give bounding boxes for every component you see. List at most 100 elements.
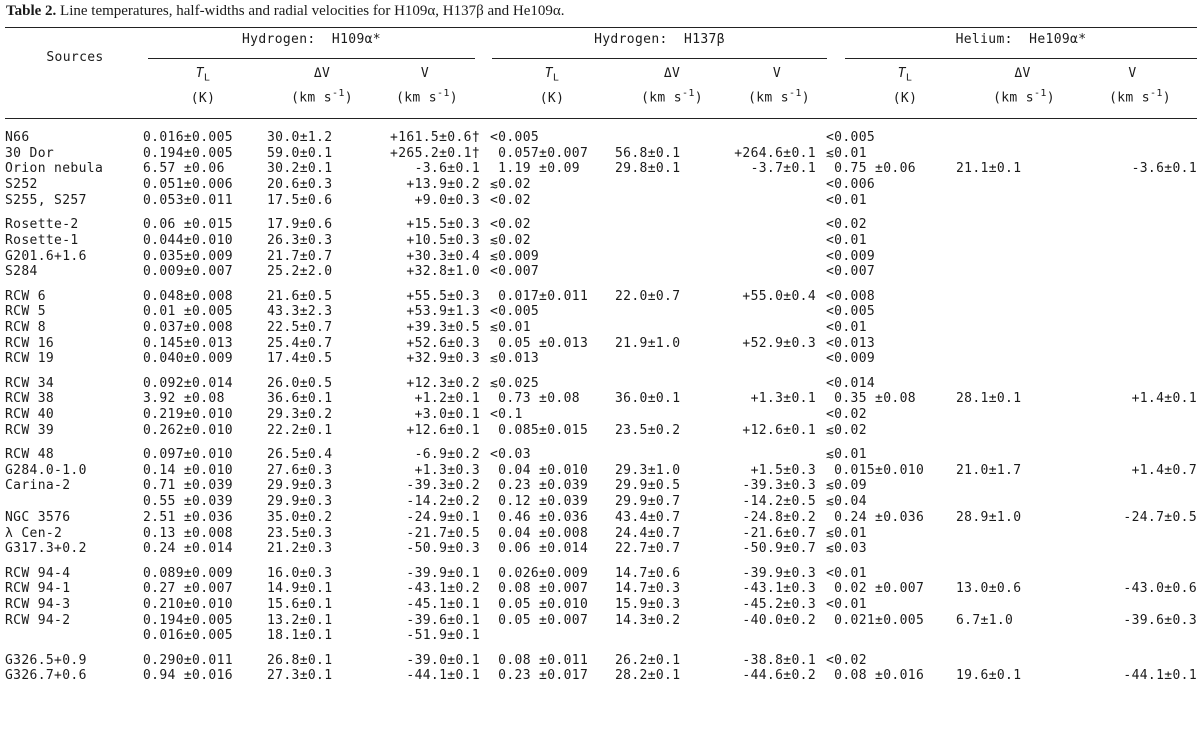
cell-he109-v (1061, 177, 1197, 193)
cell-h109-tl: 0.035±0.009 (143, 248, 233, 264)
cell-he109-v: -44.1±0.1 (1123, 668, 1197, 684)
cell-h109-dv: 35.0±0.2 (267, 509, 333, 525)
cell-h137-dv: 23.5±0.2 (615, 422, 681, 438)
cell-h109-tl: 0.016±0.005 (143, 628, 233, 644)
cell-h137-tl: <0.02 (490, 192, 531, 208)
cell-h137-dv (615, 351, 720, 367)
cell-h109-dv: 29.9±0.3 (267, 478, 333, 494)
cell-source: RCW 40 (5, 407, 55, 423)
cell-h137-v: -39.9±0.3 (742, 565, 816, 581)
col-header-dv: ΔV (1014, 66, 1031, 81)
cell-h137-tl: ≲0.02 (490, 232, 531, 248)
col-header-v: V (420, 66, 430, 81)
cell-h137-dv (615, 304, 720, 320)
cell-h137-dv: 14.3±0.2 (615, 612, 681, 628)
cell-h137-dv (615, 233, 720, 249)
group-separator (5, 280, 1197, 289)
cell-he109-dv (956, 193, 1061, 209)
cell-h109-tl: 2.51 ±0.036 (143, 509, 233, 525)
cell-h109-v: -51.9±0.1 (406, 628, 480, 644)
cell-he109-tl: ≲0.09 (826, 478, 867, 494)
cell-source: G284.0-1.0 (5, 462, 87, 478)
cell-h109-dv: 27.3±0.1 (267, 668, 333, 684)
cell-h137-tl: <0.005 (490, 130, 540, 145)
cell-h109-tl: 0.06 ±0.015 (143, 217, 233, 233)
cell-h109-tl: 0.14 ±0.010 (143, 462, 233, 478)
cell-he109-tl: <0.02 (826, 652, 867, 668)
cell-h137-tl: <0.03 (490, 447, 531, 463)
cell-h137-dv: 29.3±1.0 (615, 462, 681, 478)
cell-he109-v (1061, 351, 1197, 367)
cell-h109-dv: 43.3±2.3 (267, 304, 333, 320)
cell-h137-tl: 0.057±0.007 (490, 145, 589, 161)
cell-h109-v: -3.6±0.1 (414, 161, 480, 177)
cell-h109-dv: 18.1±0.1 (267, 628, 333, 644)
table-row: RCW 5 0.01 ±0.005 43.3±2.3 +53.9±1.3 <0.005 <… (5, 304, 1197, 320)
table-row: G317.3+0.2 0.24 ±0.014 21.2±0.3 -50.9±0.3 0… (5, 541, 1197, 557)
cell-h109-v: +9.0±0.3 (414, 192, 480, 208)
unit-kms: (km s-1) (291, 88, 353, 106)
cell-he109-tl: 0.08 ±0.016 (826, 668, 925, 684)
cell-he109-v (1061, 130, 1197, 146)
cell-he109-dv (956, 146, 1061, 162)
col-header-dv: ΔV (313, 66, 331, 81)
cell-he109-dv: 6.7±1.0 (956, 612, 1014, 628)
cell-h137-dv: 43.4±0.7 (615, 509, 681, 525)
cell-he109-dv (956, 320, 1061, 336)
cell-h137-tl: 0.46 ±0.036 (490, 509, 589, 525)
cell-h137-dv: 56.8±0.1 (615, 145, 681, 161)
cell-he109-tl: ≲0.01 (826, 145, 867, 161)
table-row: Rosette-2 0.06 ±0.015 17.9±0.6 +15.5±0.3 <0.… (5, 217, 1197, 233)
group-separator (5, 644, 1197, 653)
cell-he109-tl: <0.01 (826, 565, 867, 581)
cell-h109-dv: 15.6±0.1 (267, 596, 333, 612)
cell-h137-dv: 29.8±0.1 (615, 161, 681, 177)
cell-h137-v (720, 177, 826, 193)
cell-h137-v: -24.8±0.2 (742, 509, 816, 525)
cell-h137-dv (615, 447, 720, 463)
cell-h137-v: -44.6±0.2 (742, 668, 816, 684)
cell-h109-v: +32.9±0.3 (406, 351, 480, 367)
cell-he109-tl: <0.006 (826, 177, 876, 193)
cell-h137-dv: 14.7±0.3 (615, 581, 681, 597)
cell-h137-dv: 21.9±1.0 (615, 335, 681, 351)
table-row: RCW 8 0.037±0.008 22.5±0.7 +39.3±0.5 ≲0.01 <0… (5, 320, 1197, 336)
cell-h109-tl: 0.94 ±0.016 (143, 668, 233, 684)
cell-h109-tl: 0.01 ±0.005 (143, 304, 233, 320)
cell-he109-tl: <0.02 (826, 217, 867, 233)
cell-h137-dv: 29.9±0.5 (615, 478, 681, 494)
cell-h137-dv: 15.9±0.3 (615, 596, 681, 612)
cell-he109-dv (956, 597, 1061, 613)
cell-h109-tl: 0.009±0.007 (143, 264, 233, 280)
table-row: S284 0.009±0.007 25.2±2.0 +32.8±1.0 <0.007 <0… (5, 264, 1197, 280)
cell-he109-v (1061, 320, 1197, 336)
table-row: N66 0.016±0.005 30.0±1.2 +161.5±0.6† <0.005 <… (5, 130, 1197, 146)
group-header-h137: Hydrogen: H137β (594, 32, 725, 47)
cell-h137-tl: 0.04 ±0.010 (490, 462, 589, 478)
cell-h137-tl: <0.02 (490, 217, 531, 233)
table-row: RCW 40 0.219±0.010 29.3±0.2 +3.0±0.1 <0.1 <0.… (5, 407, 1197, 423)
cell-he109-dv: 13.0±0.6 (956, 581, 1022, 597)
cell-h109-dv: 25.2±2.0 (267, 264, 333, 280)
cell-h109-v: -39.9±0.1 (406, 565, 480, 581)
cell-h137-tl: ≲0.01 (490, 319, 531, 335)
cell-he109-dv (956, 478, 1061, 494)
unit-k: (K) (892, 91, 918, 106)
cell-h109-v: +55.5±0.3 (406, 288, 480, 304)
cell-he109-tl: <0.01 (826, 232, 867, 248)
table-row: RCW 94-1 0.27 ±0.007 14.9±0.1 -43.1±0.2 0.0… (5, 581, 1197, 597)
cell-h109-v: +1.2±0.1 (414, 391, 480, 407)
cell-source: RCW 34 (5, 375, 55, 391)
cell-h137-dv: 22.0±0.7 (615, 288, 681, 304)
cell-h109-dv: 26.5±0.4 (267, 447, 333, 463)
table-row: RCW 39 0.262±0.010 22.2±0.1 +12.6±0.1 0.085… (5, 423, 1197, 439)
cell-h109-v: -6.9±0.2 (414, 447, 480, 463)
unit-kms: (km s-1) (641, 88, 703, 106)
cell-h137-tl: 0.23 ±0.017 (490, 668, 589, 684)
cell-h109-v: +12.3±0.2 (406, 375, 480, 391)
cell-he109-v (1061, 304, 1197, 320)
cell-he109-dv (956, 653, 1061, 669)
cell-h137-dv: 26.2±0.1 (615, 652, 681, 668)
cell-h137-tl: 0.017±0.011 (490, 288, 589, 304)
cell-h109-dv: 17.9±0.6 (267, 217, 333, 233)
